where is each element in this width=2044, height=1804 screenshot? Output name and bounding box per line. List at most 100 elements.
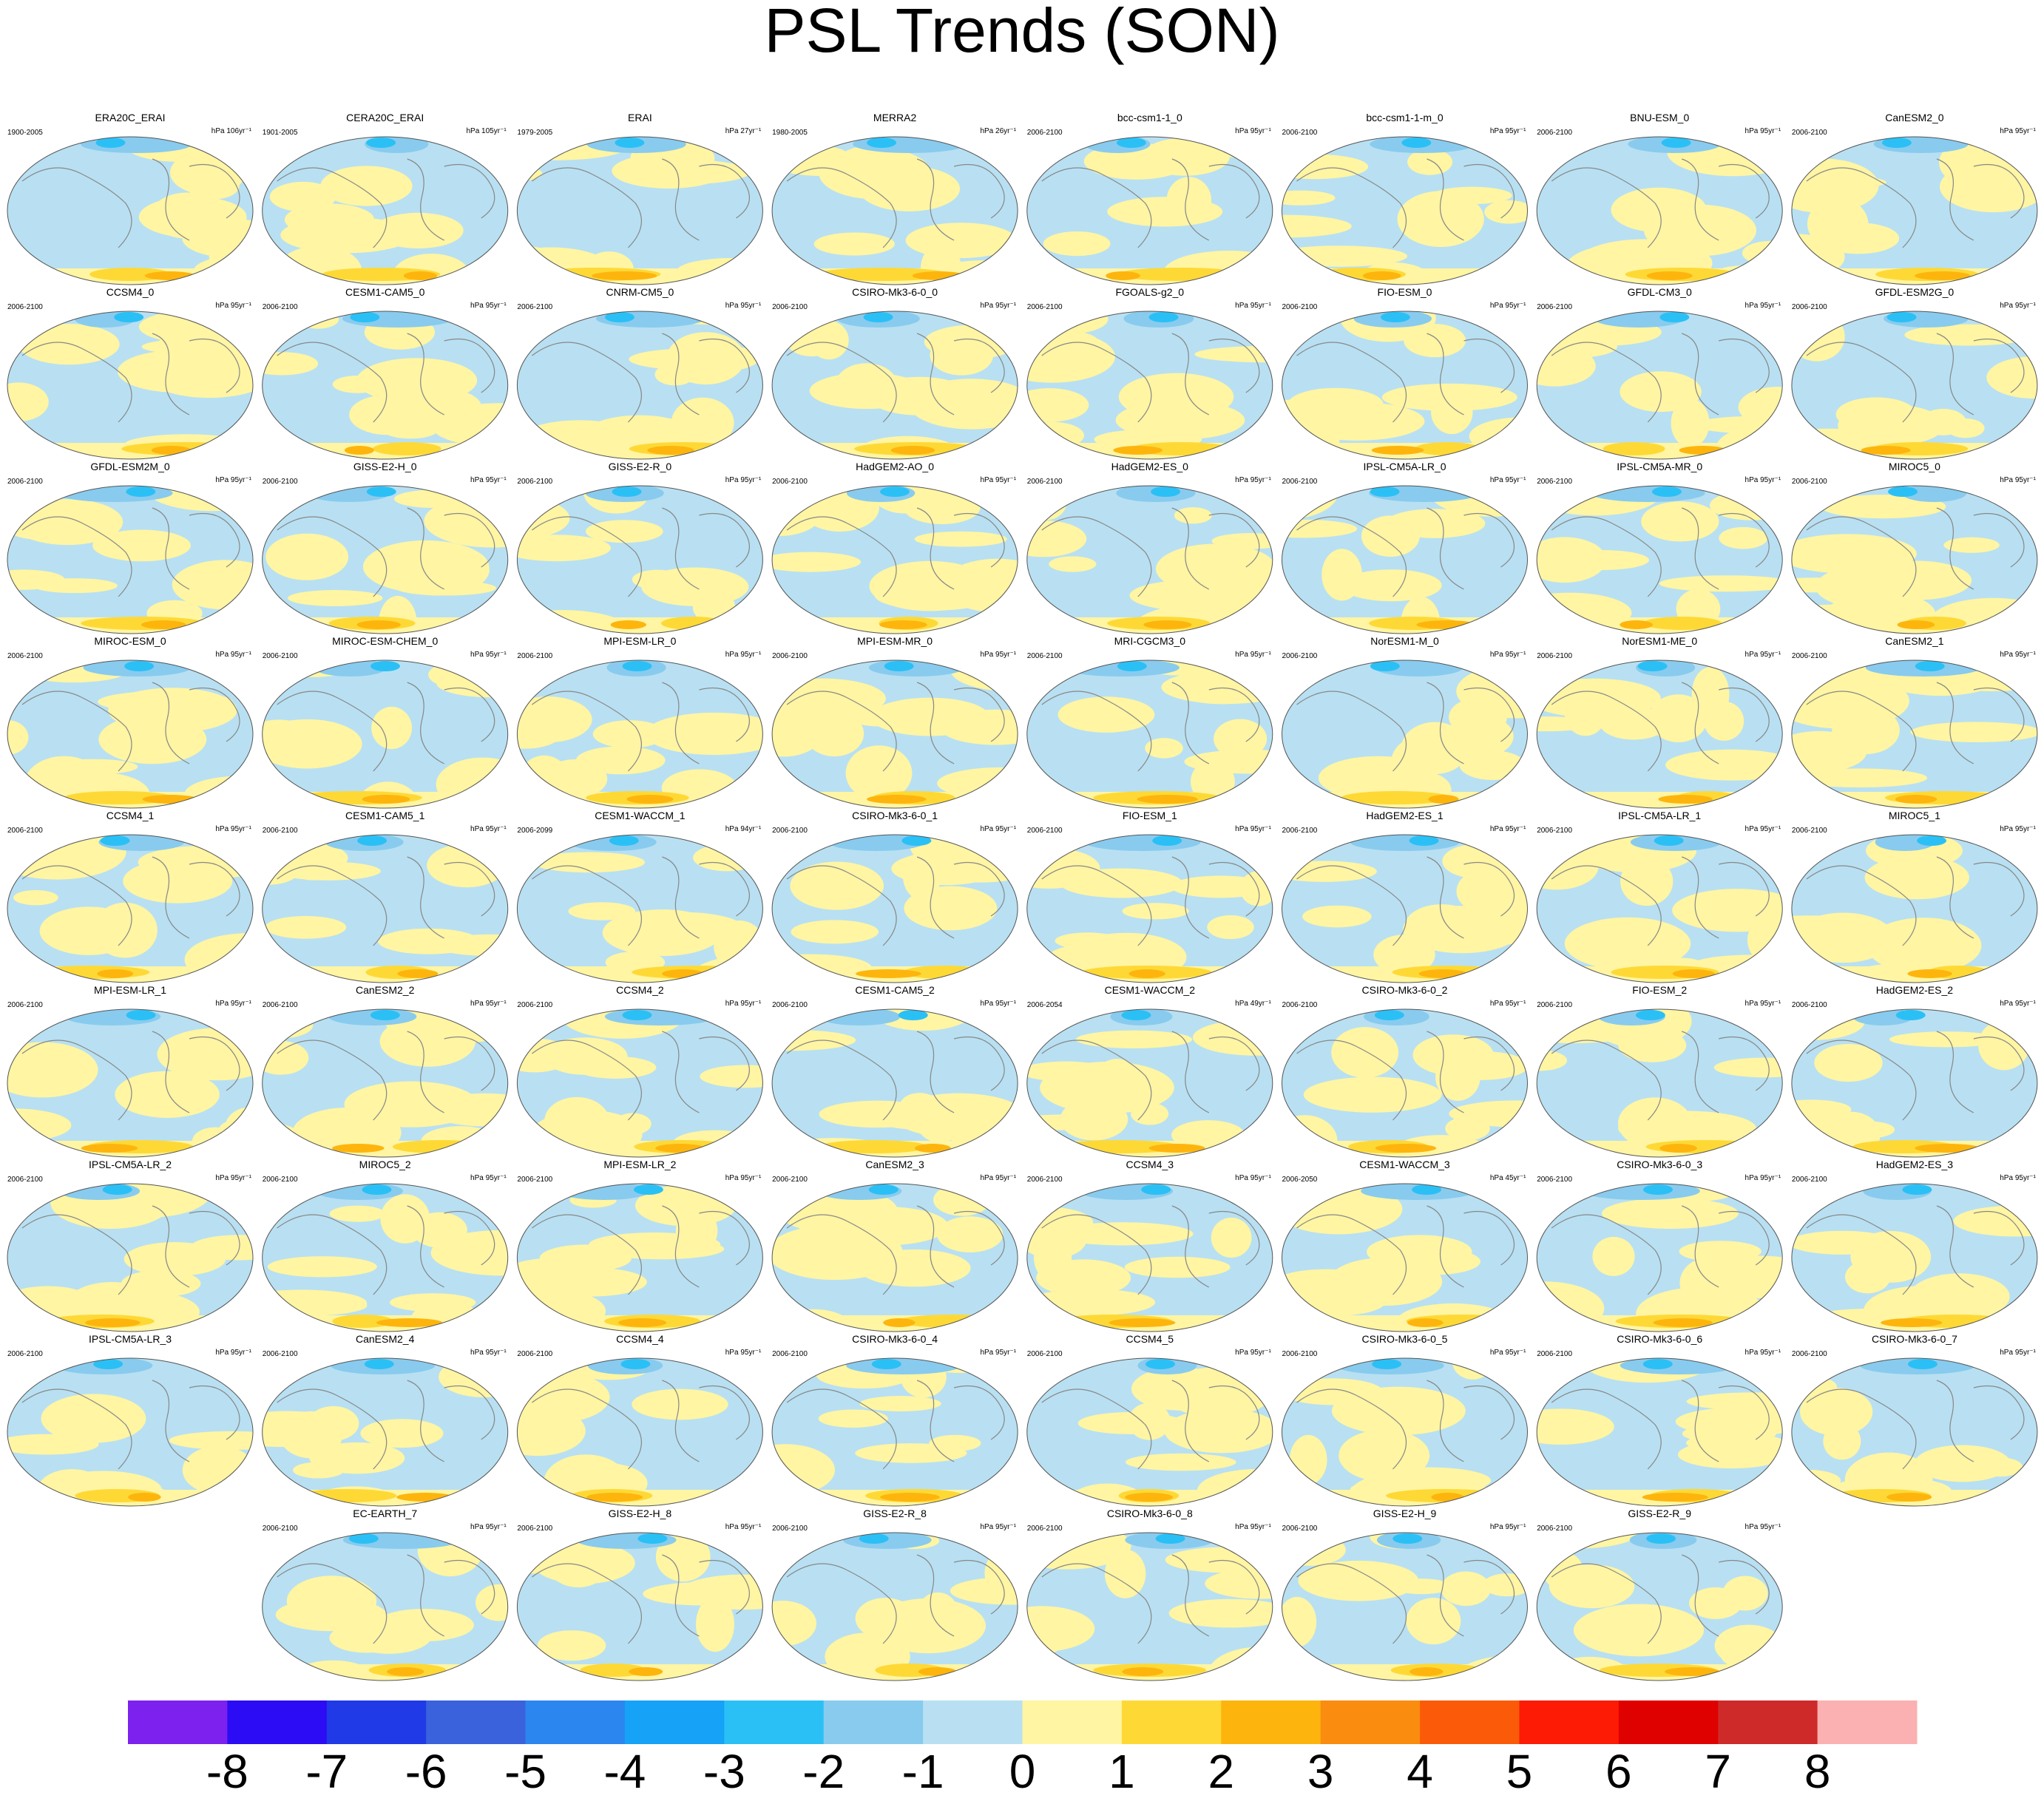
map-field xyxy=(1537,843,1599,890)
panel-years: 2006-2100 xyxy=(1792,652,1827,660)
map-field xyxy=(620,1359,651,1369)
panel-title: CCSM4_2 xyxy=(616,984,664,996)
colorbar-cell xyxy=(326,1700,427,1744)
map-field xyxy=(332,1144,385,1153)
map-field xyxy=(1282,268,1528,285)
map-field xyxy=(1163,1367,1273,1418)
panel-years: 2006-2100 xyxy=(1282,1001,1318,1009)
panel: BNU-ESM_0 2006-2100 hPa 95yr⁻¹ xyxy=(1536,112,1783,285)
panel-units: hPa 95yr⁻¹ xyxy=(1490,302,1526,310)
coastline xyxy=(21,1031,240,1121)
map-field xyxy=(1380,312,1410,322)
map-field xyxy=(1719,526,1768,549)
coastline xyxy=(1806,682,2025,772)
panel-title: MPI-ESM-MR_0 xyxy=(857,635,933,647)
map-field xyxy=(1791,311,1845,362)
panel-title: GISS-E2-H_0 xyxy=(353,461,417,472)
panel-units: hPa 95yr⁻¹ xyxy=(1745,476,1781,484)
map-field xyxy=(868,1184,899,1195)
map-field xyxy=(1057,696,1155,733)
panel: FIO-ESM_1 2006-2100 hPa 95yr⁻¹ xyxy=(1026,810,1273,983)
map-field xyxy=(1659,575,1783,592)
map xyxy=(1282,1009,1528,1157)
map-field xyxy=(1953,1205,2037,1237)
coastline xyxy=(1296,1031,1515,1121)
map-field xyxy=(1341,791,1452,804)
map-field xyxy=(320,166,413,206)
map-field xyxy=(1866,918,1982,974)
map-field xyxy=(1753,790,1783,808)
map-field xyxy=(1679,1258,1736,1309)
map-field xyxy=(655,1533,711,1582)
map-field xyxy=(790,861,884,910)
map-field xyxy=(1339,1429,1430,1482)
panel-title: HadGEM2-ES_0 xyxy=(1111,461,1188,472)
map-field xyxy=(366,486,396,497)
coastline xyxy=(277,1554,495,1644)
panel-years: 2006-2100 xyxy=(1537,303,1572,311)
panel: ERA20C_ERAI 1900-2005 hPa 106yr⁻¹ xyxy=(7,112,254,285)
map-field xyxy=(898,1315,1009,1328)
map-field xyxy=(1910,722,2037,742)
panel-years: 2006-2100 xyxy=(1792,129,1827,137)
map-outline xyxy=(516,659,763,809)
map-field xyxy=(1282,519,1358,538)
panel: GISS-E2-R_9 2006-2100 hPa 95yr⁻¹ xyxy=(1536,1508,1783,1681)
panel-years: 2006-2100 xyxy=(1792,827,1827,835)
map xyxy=(772,1358,1018,1506)
coastline xyxy=(21,507,240,597)
map-field xyxy=(1341,569,1442,602)
map-field xyxy=(399,388,482,426)
map-field xyxy=(1128,1403,1171,1440)
map-field xyxy=(126,1010,156,1020)
map-field xyxy=(1978,1020,2030,1071)
map-field xyxy=(362,540,490,594)
map-field xyxy=(1714,426,1783,459)
map-field xyxy=(182,219,253,258)
panel-title: MPI-ESM-LR_1 xyxy=(94,984,166,996)
map-field xyxy=(262,719,362,769)
panel-title: CSIRO-Mk3-6-0_7 xyxy=(1872,1333,1957,1345)
panel-units: hPa 95yr⁻¹ xyxy=(1235,1349,1271,1357)
coastline xyxy=(786,507,1005,597)
map-field xyxy=(1792,768,1928,788)
coastline xyxy=(1296,333,1515,423)
panel: CESM1-CAM5_1 2006-2100 hPa 95yr⁻¹ xyxy=(262,810,509,983)
map-field xyxy=(1026,1634,1061,1657)
panel: HadGEM2-AO_0 2006-2100 hPa 95yr⁻¹ xyxy=(771,461,1018,634)
panel: HadGEM2-ES_0 2006-2100 hPa 95yr⁻¹ xyxy=(1026,461,1273,634)
panel: FGOALS-g2_0 2006-2100 hPa 95yr⁻¹ xyxy=(1026,286,1273,460)
map-field xyxy=(1682,1424,1777,1444)
map-field xyxy=(874,579,998,611)
map-field xyxy=(115,1071,220,1118)
map-field xyxy=(1370,486,1400,497)
map xyxy=(1537,311,1783,459)
panel: CSIRO-Mk3-6-0_3 2006-2100 hPa 95yr⁻¹ xyxy=(1536,1159,1783,1332)
map-field xyxy=(911,838,1018,883)
map-field xyxy=(1164,1408,1273,1454)
map-field xyxy=(1174,507,1212,524)
colorbar-cell xyxy=(1618,1700,1719,1744)
panel-title: FIO-ESM_2 xyxy=(1632,984,1687,996)
map xyxy=(517,137,763,285)
map-field xyxy=(436,669,508,698)
panel-title: CNRM-CM5_0 xyxy=(606,286,674,298)
map-field xyxy=(1861,446,1911,455)
map-outline xyxy=(7,1357,254,1507)
coastline xyxy=(532,856,750,946)
map-field xyxy=(622,661,652,671)
map-field xyxy=(8,1062,87,1083)
map xyxy=(517,1533,763,1681)
map-field xyxy=(529,1267,647,1297)
map-field xyxy=(1791,1469,1841,1492)
map xyxy=(1537,835,1783,983)
panel-title: MPI-ESM-LR_0 xyxy=(603,635,676,647)
map-field xyxy=(1428,795,1459,804)
map-field xyxy=(1459,750,1526,781)
panel-years: 2006-2100 xyxy=(517,1525,552,1533)
coastline xyxy=(532,682,750,772)
map-field xyxy=(691,954,763,983)
map-field xyxy=(1122,1667,1164,1676)
coastline xyxy=(532,507,750,597)
